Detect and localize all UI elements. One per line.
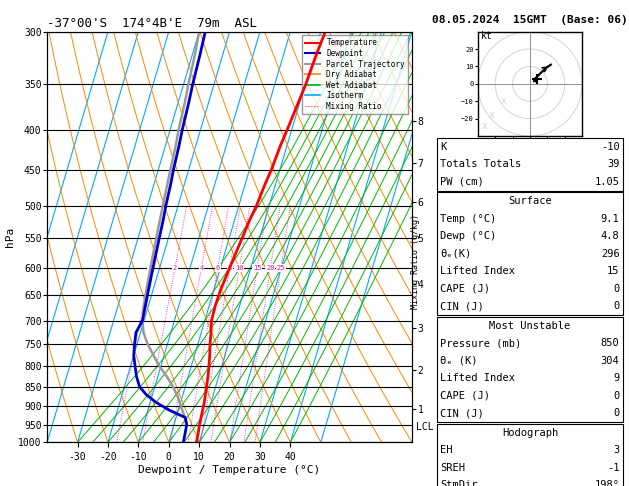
- Text: 4: 4: [199, 265, 203, 271]
- Text: 304: 304: [601, 356, 620, 365]
- Text: Totals Totals: Totals Totals: [440, 159, 521, 169]
- Text: 10: 10: [235, 265, 243, 271]
- Text: 1.05: 1.05: [594, 177, 620, 187]
- Text: Pressure (mb): Pressure (mb): [440, 338, 521, 348]
- Text: SREH: SREH: [440, 463, 465, 472]
- Text: EH: EH: [440, 445, 453, 455]
- Text: 20: 20: [266, 265, 275, 271]
- Text: θₑ (K): θₑ (K): [440, 356, 478, 365]
- Text: -10: -10: [601, 142, 620, 152]
- Text: θₑ(K): θₑ(K): [440, 249, 472, 259]
- Text: CIN (J): CIN (J): [440, 408, 484, 418]
- Text: CIN (J): CIN (J): [440, 301, 484, 311]
- Text: 2: 2: [173, 265, 177, 271]
- Text: Surface: Surface: [508, 196, 552, 206]
- Text: x: x: [482, 121, 487, 131]
- Text: K: K: [440, 142, 447, 152]
- Text: 8: 8: [228, 265, 232, 271]
- Text: 39: 39: [607, 159, 620, 169]
- Text: -37°00'S  174°4B'E  79m  ASL: -37°00'S 174°4B'E 79m ASL: [47, 17, 257, 31]
- Text: 25: 25: [277, 265, 285, 271]
- Text: CAPE (J): CAPE (J): [440, 391, 490, 400]
- Text: 296: 296: [601, 249, 620, 259]
- Text: 9.1: 9.1: [601, 214, 620, 224]
- Text: 0: 0: [613, 301, 620, 311]
- Text: 6: 6: [216, 265, 220, 271]
- Text: x: x: [501, 96, 507, 106]
- Y-axis label: km
ASL: km ASL: [442, 226, 460, 248]
- Text: CAPE (J): CAPE (J): [440, 284, 490, 294]
- Text: Lifted Index: Lifted Index: [440, 266, 515, 276]
- Text: 9: 9: [613, 373, 620, 383]
- Text: 0: 0: [613, 408, 620, 418]
- Text: Mixing Ratio (g/kg): Mixing Ratio (g/kg): [411, 214, 420, 309]
- Y-axis label: hPa: hPa: [5, 227, 15, 247]
- Text: 0: 0: [613, 284, 620, 294]
- Text: Dewp (°C): Dewp (°C): [440, 231, 496, 241]
- Legend: Temperature, Dewpoint, Parcel Trajectory, Dry Adiabat, Wet Adiabat, Isotherm, Mi: Temperature, Dewpoint, Parcel Trajectory…: [302, 35, 408, 114]
- Text: kt: kt: [481, 31, 493, 40]
- Text: 15: 15: [253, 265, 262, 271]
- Text: 0: 0: [613, 391, 620, 400]
- X-axis label: Dewpoint / Temperature (°C): Dewpoint / Temperature (°C): [138, 465, 321, 475]
- Text: Hodograph: Hodograph: [502, 428, 558, 437]
- Text: © weatheronline.co.uk: © weatheronline.co.uk: [468, 471, 592, 481]
- Text: PW (cm): PW (cm): [440, 177, 484, 187]
- Text: 08.05.2024  15GMT  (Base: 06): 08.05.2024 15GMT (Base: 06): [432, 15, 628, 25]
- Text: 3: 3: [613, 445, 620, 455]
- Text: 4.8: 4.8: [601, 231, 620, 241]
- Text: 1: 1: [148, 265, 152, 271]
- Text: Lifted Index: Lifted Index: [440, 373, 515, 383]
- Text: LCL: LCL: [416, 421, 434, 432]
- Text: Temp (°C): Temp (°C): [440, 214, 496, 224]
- Text: x: x: [489, 110, 494, 120]
- Text: -1: -1: [607, 463, 620, 472]
- Text: Most Unstable: Most Unstable: [489, 321, 571, 330]
- Text: 15: 15: [607, 266, 620, 276]
- Text: 198°: 198°: [594, 480, 620, 486]
- Text: StmDir: StmDir: [440, 480, 478, 486]
- Text: 850: 850: [601, 338, 620, 348]
